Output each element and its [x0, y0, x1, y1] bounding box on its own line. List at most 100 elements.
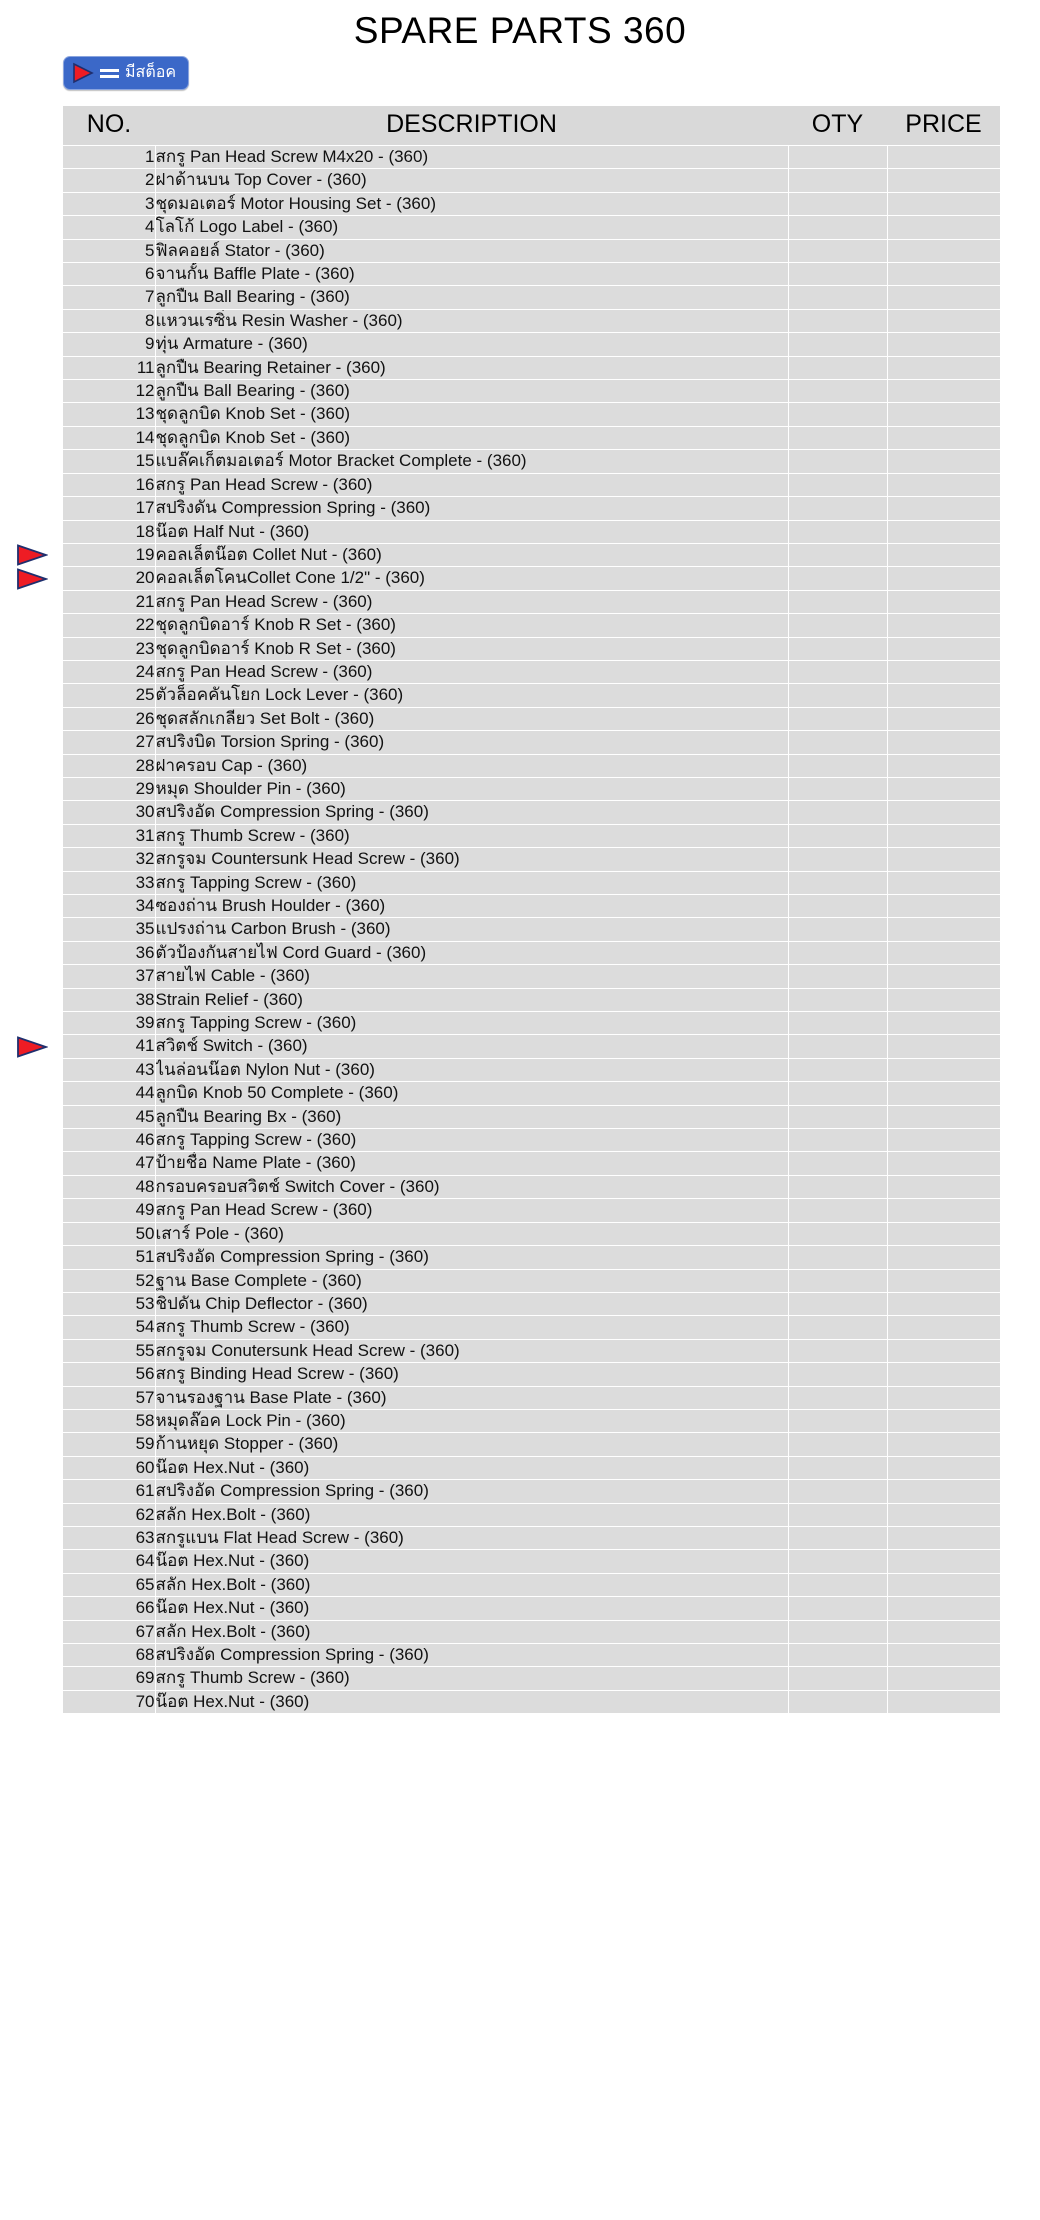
row-number-cell: 4 [63, 215, 156, 240]
table-row[interactable]: 52 ฐาน Base Complete - (360) [63, 1268, 1000, 1293]
table-row[interactable]: 9 ทุ่น Armature - (360) [63, 332, 1000, 357]
table-row[interactable]: 5 ฟิลคอยล์ Stator - (360) [63, 238, 1000, 263]
table-row[interactable]: 43 ไนล่อนน๊อต Nylon Nut - (360) [63, 1057, 1000, 1082]
table-row[interactable]: 59 ก้านหยุด Stopper - (360) [63, 1432, 1000, 1457]
table-row[interactable]: 12 ลูกปืน Ball Bearing - (360) [63, 379, 1000, 403]
table-row[interactable]: 29 หมุด Shoulder Pin - (360) [63, 776, 1000, 801]
table-row[interactable]: 54 สกรู Thumb Screw - (360) [63, 1315, 1000, 1340]
table-row[interactable]: 62 สลัก Hex.Bolt - (360) [63, 1502, 1000, 1527]
table-row[interactable]: 60 น๊อต Hex.Nut - (360) [63, 1455, 1000, 1480]
table-row[interactable]: 22 ชุดลูกบิดอาร์ Knob R Set - (360) [63, 613, 1000, 638]
row-qty-cell [788, 144, 888, 169]
table-row[interactable]: 36 ตัวป้องกันสายไฟ Cord Guard - (360) [63, 940, 1000, 965]
table-row[interactable]: 56 สกรู Binding Head Screw - (360) [63, 1362, 1000, 1387]
table-row[interactable]: 18 น๊อต Half Nut - (360) [63, 519, 1000, 544]
table-row[interactable]: 2 ฝาด้านบน Top Cover - (360) [63, 168, 1000, 193]
table-row[interactable]: 24 สกรู Pan Head Screw - (360) [63, 659, 1000, 684]
in-stock-legend-button[interactable]: มีสต็อค [63, 56, 190, 90]
table-row[interactable]: 68 สปริงอัด Compression Spring - (360) [63, 1642, 1000, 1667]
table-row[interactable]: 63 สกรูแบน Flat Head Screw - (360) [63, 1525, 1000, 1550]
table-row[interactable]: 61 สปริงอัด Compression Spring - (360) [63, 1479, 1000, 1504]
row-price-cell [887, 940, 1000, 965]
row-price-cell [887, 1502, 1000, 1527]
row-number-cell: 24 [63, 659, 156, 684]
row-number-cell: 11 [63, 355, 156, 380]
row-description-cell: ฐาน Base Complete - (360) [155, 1268, 789, 1293]
table-row[interactable]: 25 ตัวล็อคคันโยก Lock Lever - (360) [63, 683, 1000, 708]
row-qty-cell [788, 1666, 888, 1691]
row-price-cell [887, 893, 1000, 918]
table-row[interactable]: 14 ชุดลูกบิด Knob Set - (360) [63, 425, 1000, 450]
table-row[interactable]: 31 สกรู Thumb Screw - (360) [63, 823, 1000, 848]
row-qty-cell [788, 402, 888, 427]
row-number-cell: 49 [63, 1198, 156, 1223]
table-row[interactable]: 35 แปรงถ่าน Carbon Brush - (360) [63, 917, 1000, 942]
table-row[interactable]: 47 ป้ายชื่อ Name Plate - (360) [63, 1151, 1000, 1176]
table-row[interactable]: 16 สกรู Pan Head Screw - (360) [63, 472, 1000, 497]
row-description-cell: สกรู Thumb Screw - (360) [155, 823, 789, 848]
table-row[interactable]: 55 สกรูจม Conutersunk Head Screw - (360) [63, 1338, 1000, 1363]
table-row[interactable]: 46 สกรู Tapping Screw - (360) [63, 1128, 1000, 1152]
row-price-cell [887, 262, 1000, 286]
row-price-cell [887, 1174, 1000, 1199]
row-description-cell: เสาร์ Pole - (360) [155, 1221, 789, 1246]
table-row[interactable]: 30 สปริงอัด Compression Spring - (360) [63, 800, 1000, 825]
table-row[interactable]: 28 ฝาครอบ Cap - (360) [63, 753, 1000, 778]
row-description-cell: สกรูจม Countersunk Head Screw - (360) [155, 847, 789, 872]
row-price-cell [887, 402, 1000, 427]
table-row[interactable]: 41 สวิตช์ Switch - (360) [63, 1034, 1000, 1059]
table-row[interactable]: 4 โลโก้ Logo Label - (360) [63, 215, 1000, 240]
table-row[interactable]: 7 ลูกปืน Ball Bearing - (360) [63, 285, 1000, 310]
table-row[interactable]: 67 สลัก Hex.Bolt - (360) [63, 1619, 1000, 1644]
table-row[interactable]: 37 สายไฟ Cable - (360) [63, 964, 1000, 989]
row-number-cell: 17 [63, 496, 156, 520]
row-number-cell: 14 [63, 425, 156, 450]
table-row[interactable]: 23 ชุดลูกบิดอาร์ Knob R Set - (360) [63, 636, 1000, 661]
row-price-cell [887, 566, 1000, 591]
table-row[interactable]: 48 กรอบครอบสวิตช์ Switch Cover - (360) [63, 1174, 1000, 1199]
table-row[interactable]: 27 สปริงบิด Torsion Spring - (360) [63, 730, 1000, 755]
table-row[interactable]: 51 สปริงอัด Compression Spring - (360) [63, 1245, 1000, 1269]
row-price-cell [887, 1034, 1000, 1059]
table-row[interactable]: 70 น๊อต Hex.Nut - (360) [63, 1689, 1000, 1714]
table-row[interactable]: 19 คอลเล็ตน๊อต Collet Nut - (360) [63, 542, 1000, 567]
table-row[interactable]: 45 ลูกปืน Bearing Bx - (360) [63, 1104, 1000, 1129]
table-row[interactable]: 39 สกรู Tapping Screw - (360) [63, 1011, 1000, 1035]
table-row[interactable]: 64 น๊อต Hex.Nut - (360) [63, 1549, 1000, 1574]
table-row[interactable]: 32 สกรูจม Countersunk Head Screw - (360) [63, 847, 1000, 872]
table-row[interactable]: 21 สกรู Pan Head Screw - (360) [63, 589, 1000, 614]
row-description-cell: สกรู Tapping Screw - (360) [155, 870, 789, 895]
table-row[interactable]: 8 แหวนเรซิ่น Resin Washer - (360) [63, 308, 1000, 333]
row-description-cell: ชุดสลักเกลียว Set Bolt - (360) [155, 706, 789, 731]
table-row[interactable]: 20 คอลเล็ตโคนCollet Cone 1/2" - (360) [63, 566, 1000, 591]
row-price-cell [887, 191, 1000, 216]
table-row[interactable]: 17 สปริงดัน Compression Spring - (360) [63, 496, 1000, 520]
table-row[interactable]: 49 สกรู Pan Head Screw - (360) [63, 1198, 1000, 1223]
table-row[interactable]: 65 สลัก Hex.Bolt - (360) [63, 1572, 1000, 1597]
table-row[interactable]: 53 ชิปดัน Chip Deflector - (360) [63, 1291, 1000, 1316]
row-price-cell [887, 1291, 1000, 1316]
table-row[interactable]: 38 Strain Relief - (360) [63, 987, 1000, 1012]
row-price-cell [887, 1338, 1000, 1363]
table-row[interactable]: 34 ซองถ่าน Brush Houlder - (360) [63, 893, 1000, 918]
table-row[interactable]: 3 ชุดมอเตอร์ Motor Housing Set - (360) [63, 191, 1000, 216]
table-row[interactable]: 11 ลูกปืน Bearing Retainer - (360) [63, 355, 1000, 380]
table-row[interactable]: 50 เสาร์ Pole - (360) [63, 1221, 1000, 1246]
table-row[interactable]: 15 แบล๊คเก็ตมอเตอร์ Motor Bracket Complet… [63, 449, 1000, 474]
table-row[interactable]: 33 สกรู Tapping Screw - (360) [63, 870, 1000, 895]
table-row[interactable]: 13 ชุดลูกบิด Knob Set - (360) [63, 402, 1000, 427]
in-stock-marker-icon [16, 1035, 48, 1058]
table-row[interactable]: 26 ชุดสลักเกลียว Set Bolt - (360) [63, 706, 1000, 731]
table-row[interactable]: 44 ลูกบิด Knob 50 Complete - (360) [63, 1081, 1000, 1106]
table-row[interactable]: 58 หมุดล๊อค Lock Pin - (360) [63, 1408, 1000, 1433]
table-row[interactable]: 6 จานกั้น Baffle Plate - (360) [63, 262, 1000, 286]
row-qty-cell [788, 566, 888, 591]
table-row[interactable]: 1 สกรู Pan Head Screw M4x20 - (360) [63, 144, 1000, 169]
table-row[interactable]: 69 สกรู Thumb Screw - (360) [63, 1666, 1000, 1691]
table-row[interactable]: 57 จานรองฐาน Base Plate - (360) [63, 1385, 1000, 1410]
row-price-cell [887, 425, 1000, 450]
row-description-cell: สกรู Pan Head Screw M4x20 - (360) [155, 144, 789, 169]
table-row[interactable]: 66 น๊อต Hex.Nut - (360) [63, 1596, 1000, 1621]
row-description-cell: สปริงอัด Compression Spring - (360) [155, 1245, 789, 1269]
row-number-cell: 50 [63, 1221, 156, 1246]
